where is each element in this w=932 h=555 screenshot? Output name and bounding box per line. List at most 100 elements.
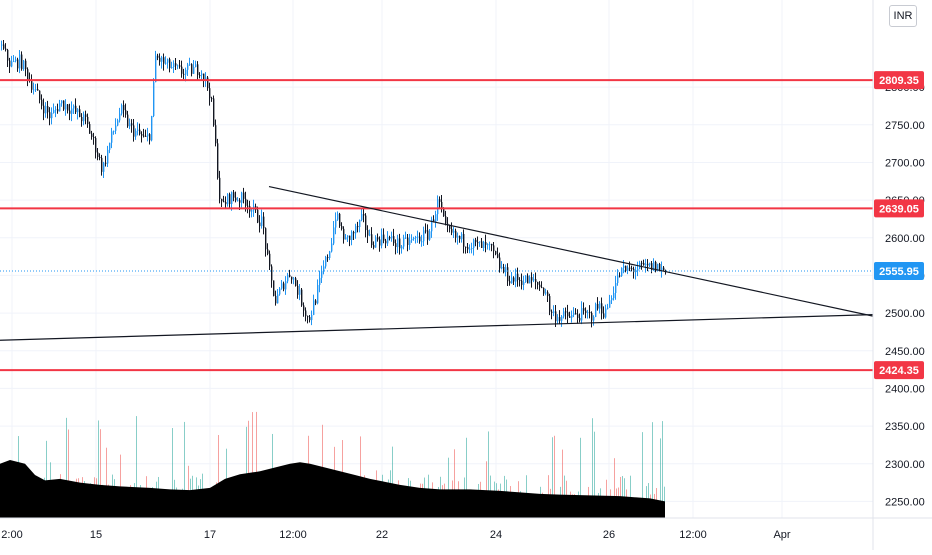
candle-body <box>163 57 165 64</box>
candle-body <box>395 243 397 248</box>
candle-body <box>637 268 639 271</box>
candle-body <box>561 316 563 321</box>
candle-body <box>315 300 317 304</box>
candle-body <box>229 194 231 205</box>
candle-body <box>643 263 645 266</box>
time-tick-label: 12:00 <box>279 529 307 541</box>
candle-body <box>309 317 311 321</box>
candle-body <box>417 236 419 238</box>
candle-body <box>247 205 249 207</box>
candle-body <box>353 231 355 234</box>
candle-body <box>153 82 155 116</box>
candle-body <box>325 256 327 267</box>
candle-body <box>457 235 459 238</box>
grid <box>0 0 873 518</box>
time-axis[interactable]: 2:00 15 17 12:00 22 24 26 12:00 Apr <box>0 517 932 541</box>
trendline[interactable] <box>0 314 874 341</box>
candle-body <box>181 66 183 74</box>
candle-body <box>139 129 141 135</box>
candle-body <box>615 283 617 293</box>
candle-body <box>327 256 329 258</box>
candle-body <box>71 108 73 114</box>
candle-body <box>595 303 597 317</box>
trendline[interactable] <box>268 185 874 317</box>
candle-body <box>591 312 593 321</box>
candle-body <box>451 228 453 233</box>
candle-body <box>415 236 417 238</box>
horizontal-levels[interactable] <box>0 79 873 372</box>
candle-body <box>87 116 89 125</box>
volume-bar <box>172 428 173 518</box>
candle-body <box>481 241 483 248</box>
candle-body <box>617 275 619 284</box>
candle-body <box>525 275 527 283</box>
candle-body <box>383 234 385 241</box>
candle-body <box>269 253 271 267</box>
candle-body <box>559 317 561 321</box>
candle-body <box>77 109 79 113</box>
candle-body <box>645 263 647 266</box>
candle-body <box>91 133 93 137</box>
trendlines[interactable] <box>0 185 874 341</box>
volume-bar <box>98 420 99 518</box>
candle-body <box>307 316 309 318</box>
candle-series <box>1 40 667 328</box>
candle-body <box>401 246 403 249</box>
candle-body <box>367 230 369 236</box>
price-tick-label: 2350.00 <box>885 421 925 433</box>
candle-body <box>647 263 649 266</box>
candle-body <box>433 219 435 222</box>
candle-body <box>63 100 65 110</box>
candle-body <box>625 265 627 271</box>
volume-bar <box>100 429 101 518</box>
candle-body <box>69 110 71 114</box>
candle-body <box>361 214 363 220</box>
candle-body <box>411 238 413 241</box>
candle-body <box>319 277 321 286</box>
candle-body <box>27 69 29 80</box>
candle-body <box>227 194 229 205</box>
time-tick-label: 2:00 <box>1 529 22 541</box>
volume-bar <box>652 422 653 518</box>
candle-body <box>49 112 51 119</box>
candle-body <box>441 201 443 209</box>
candle-body <box>145 135 147 137</box>
candle-body <box>45 106 47 114</box>
candle-body <box>445 216 447 224</box>
price-tick-label: 2400.00 <box>885 383 925 395</box>
candle-body <box>335 219 337 228</box>
candle-body <box>547 292 549 297</box>
candle-body <box>303 305 305 311</box>
candle-body <box>371 234 373 246</box>
currency-button[interactable]: INR <box>889 5 917 27</box>
candle-body <box>409 240 411 245</box>
candle-body <box>545 292 547 294</box>
candle-body <box>487 244 489 246</box>
volume-bar <box>592 418 593 518</box>
time-tick-label: 15 <box>90 529 102 541</box>
candle-body <box>627 267 629 271</box>
level-price-tag <box>874 361 924 380</box>
price-tick-label: 2600.00 <box>885 233 925 245</box>
candle-body <box>125 110 127 115</box>
candle-body <box>421 241 423 243</box>
candle-body <box>355 225 357 234</box>
candle-body <box>59 103 61 112</box>
time-tick-label: 22 <box>376 529 388 541</box>
candle-body <box>589 312 591 314</box>
candle-body <box>535 279 537 283</box>
candle-body <box>301 289 303 306</box>
candle-body <box>555 311 557 322</box>
volume-bar <box>248 420 249 518</box>
candle-body <box>271 266 273 281</box>
volume-bar <box>120 454 121 518</box>
candle-body <box>219 177 221 199</box>
candle-body <box>323 266 325 271</box>
candle-body <box>613 292 615 299</box>
price-axis[interactable]: 2400.002450.002500.002550.002600.002650.… <box>872 0 925 550</box>
candle-body <box>661 267 663 271</box>
candle-body <box>593 316 595 321</box>
candle-body <box>611 298 613 301</box>
